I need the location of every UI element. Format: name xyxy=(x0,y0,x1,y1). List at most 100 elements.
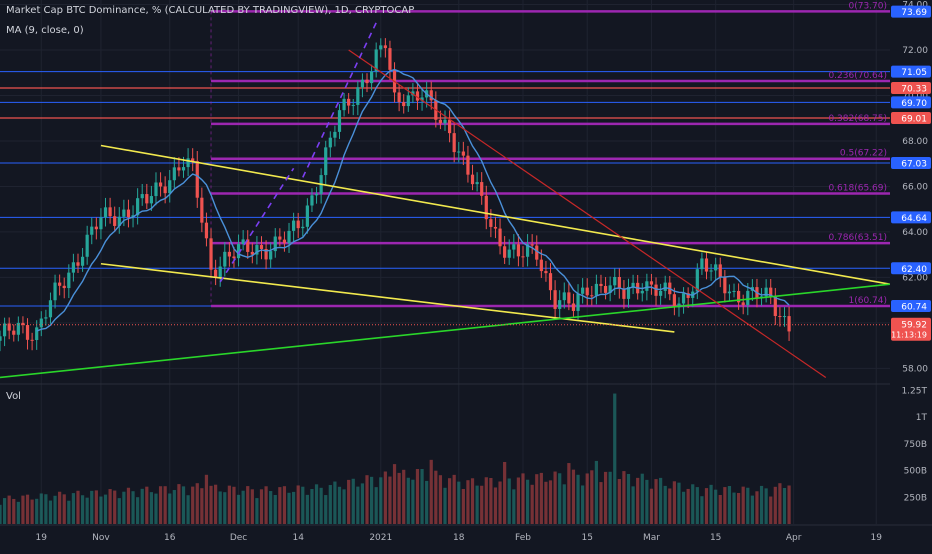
countdown-label: 11:13:19 xyxy=(891,331,927,340)
candle-body xyxy=(209,238,213,270)
candle-body xyxy=(131,215,135,218)
price-level-badge xyxy=(891,96,931,109)
candle-body xyxy=(379,45,383,50)
volume-bar xyxy=(383,471,387,524)
candle-body xyxy=(741,302,745,306)
candle-body xyxy=(773,296,777,316)
candle-body xyxy=(548,273,553,291)
volume-bar xyxy=(548,480,553,524)
candle-body xyxy=(90,226,94,235)
volume-bar xyxy=(507,478,511,524)
candle-body xyxy=(764,287,768,297)
candle-body xyxy=(117,216,121,226)
volume-bar xyxy=(191,486,195,524)
candle-body xyxy=(108,207,112,217)
volume-bar xyxy=(626,473,631,524)
volume-bar xyxy=(723,487,727,524)
volume-tick-label: 750B xyxy=(904,440,927,450)
candle-body xyxy=(769,287,773,297)
volume-bar xyxy=(392,464,397,524)
candle-body xyxy=(214,269,218,278)
candle-body xyxy=(576,293,580,311)
candle-body xyxy=(461,151,465,156)
candle-body xyxy=(360,79,365,88)
candle-body xyxy=(429,90,433,101)
candle-body xyxy=(677,303,681,308)
volume-bar xyxy=(553,471,557,524)
volume-bar xyxy=(259,489,264,524)
candle-body xyxy=(200,197,204,223)
candle-body xyxy=(746,290,750,306)
candle-body xyxy=(727,291,732,294)
price-level-badge xyxy=(891,81,931,94)
volume-bar xyxy=(301,486,305,524)
candle-body xyxy=(227,251,231,257)
candle-body xyxy=(80,256,85,266)
volume-bar xyxy=(292,491,296,524)
volume-bar xyxy=(746,487,750,524)
candle-body xyxy=(232,256,236,259)
candle-body xyxy=(420,97,424,101)
fib-level-label: 0(73.70) xyxy=(848,1,887,11)
volume-bar xyxy=(718,495,722,524)
volume-bar xyxy=(640,473,644,524)
volume-bar xyxy=(457,481,461,524)
volume-bar xyxy=(360,483,365,524)
volume-bar xyxy=(700,496,704,524)
volume-bar xyxy=(677,482,681,524)
candle-body xyxy=(347,98,351,106)
candle-body xyxy=(388,48,392,70)
volume-bar xyxy=(470,478,475,524)
volume-bar xyxy=(365,475,369,524)
volume-bar xyxy=(681,491,686,524)
volume-bar xyxy=(232,486,236,524)
price-level-badge xyxy=(891,112,931,125)
volume-bar xyxy=(567,463,571,524)
time-tick-label: 19 xyxy=(36,533,48,543)
price-tick-label: 64.00 xyxy=(902,228,928,238)
candle-body xyxy=(631,282,635,287)
volume-bar xyxy=(649,488,654,524)
candle-body xyxy=(475,182,479,185)
volume-bar xyxy=(558,473,562,524)
candle-body xyxy=(58,282,62,286)
candle-body xyxy=(640,290,644,294)
volume-bar xyxy=(571,469,576,524)
candle-body xyxy=(25,324,30,340)
volume-bar xyxy=(741,486,745,524)
volume-bar xyxy=(62,494,66,524)
volume-bar xyxy=(7,495,11,524)
volume-bar xyxy=(594,460,598,524)
volume-bar xyxy=(636,477,640,524)
volume-bar xyxy=(264,486,268,524)
candle-body xyxy=(7,323,11,331)
volume-bar xyxy=(177,484,181,524)
candle-body xyxy=(402,102,406,107)
price-level-badge xyxy=(891,157,931,170)
candle-body xyxy=(369,71,374,84)
candle-body xyxy=(113,216,117,226)
volume-bar xyxy=(581,485,585,524)
volume-bar xyxy=(246,486,250,524)
volume-bar xyxy=(590,470,594,524)
candle-body xyxy=(603,286,608,293)
volume-bar xyxy=(35,498,39,524)
volume-bar xyxy=(406,477,410,524)
candle-body xyxy=(250,251,254,255)
volume-bar xyxy=(218,491,222,524)
candle-body xyxy=(585,287,589,296)
candle-body xyxy=(562,292,566,301)
volume-bar xyxy=(755,491,759,524)
candle-body xyxy=(255,245,259,255)
volume-bar xyxy=(493,487,498,524)
volume-bar xyxy=(131,491,135,524)
candle-body xyxy=(714,264,718,271)
volume-bar xyxy=(434,470,438,524)
volume-bar xyxy=(480,485,484,524)
red_trend-trendline xyxy=(348,49,827,378)
volume-bar xyxy=(645,479,649,524)
volume-bar xyxy=(535,474,539,524)
price-level-badge-label: 70.33 xyxy=(901,84,927,94)
